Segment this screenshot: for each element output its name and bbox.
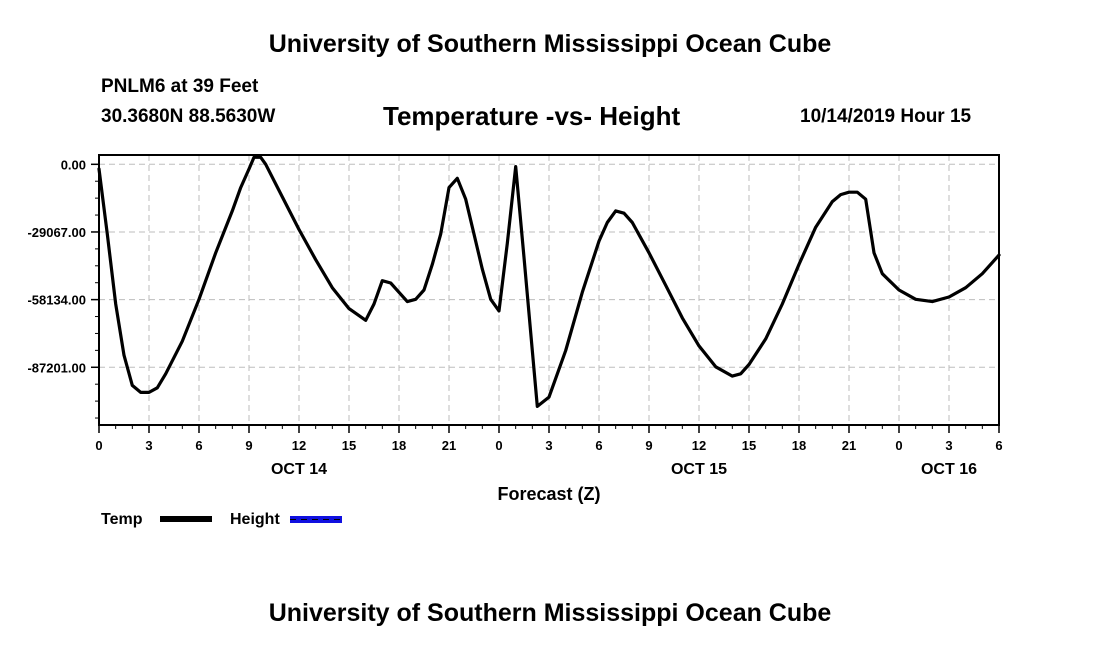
x-tick-label: 21	[842, 438, 856, 453]
y-tick-label: 0.00	[61, 157, 86, 172]
axis-ticks	[91, 163, 1000, 433]
y-tick-label: -87201.00	[27, 360, 86, 375]
x-day-label: OCT 16	[921, 461, 977, 478]
page-footer-title: University of Southern Mississippi Ocean…	[268, 599, 832, 627]
x-tick-label: 6	[195, 438, 202, 453]
x-tick-label: 6	[995, 438, 1002, 453]
x-tick-label: 18	[792, 438, 806, 453]
x-tick-label: 0	[895, 438, 902, 453]
x-tick-label: 15	[342, 438, 356, 453]
x-tick-label: 12	[692, 438, 706, 453]
x-tick-label: 6	[595, 438, 602, 453]
series	[97, 155, 1001, 408]
x-tick-label: 3	[945, 438, 952, 453]
y-tick-label: -58134.00	[27, 293, 86, 308]
x-tick-label: 3	[145, 438, 152, 453]
x-tick-label: 0	[495, 438, 502, 453]
chart-title: Temperature -vs- Height	[383, 101, 681, 131]
y-tick-label: -29067.00	[27, 225, 86, 240]
forecast-datetime: 10/14/2019 Hour 15	[800, 106, 972, 127]
x-day-label: OCT 15	[671, 461, 727, 478]
x-tick-label: 3	[545, 438, 552, 453]
axis-labels: 0 3 6 9 12 15 18 21 0 3 6 9 12 15 18 21 0 3 6 OCT 14 OCT 15 O…	[27, 157, 1002, 478]
legend: Temp Height	[101, 511, 342, 528]
legend-label-height: Height	[230, 511, 280, 528]
page-title: University of Southern Mississippi Ocean…	[268, 30, 832, 58]
station-coordinates: 30.3680N 88.5630W	[101, 106, 276, 127]
x-tick-label: 9	[245, 438, 252, 453]
series-line-temp	[97, 155, 1001, 408]
legend-swatch-temp	[160, 516, 212, 522]
x-tick-label: 12	[292, 438, 306, 453]
legend-label-temp: Temp	[101, 511, 143, 528]
legend-swatch-height	[290, 516, 342, 523]
x-axis-title: Forecast (Z)	[497, 484, 600, 504]
grid	[99, 155, 999, 425]
x-tick-label: 15	[742, 438, 756, 453]
x-tick-label: 18	[392, 438, 406, 453]
x-tick-label: 21	[442, 438, 456, 453]
x-tick-label: 0	[95, 438, 102, 453]
x-day-label: OCT 14	[271, 461, 327, 478]
station-name: PNLM6 at 39 Feet	[101, 76, 259, 97]
x-tick-label: 9	[645, 438, 652, 453]
